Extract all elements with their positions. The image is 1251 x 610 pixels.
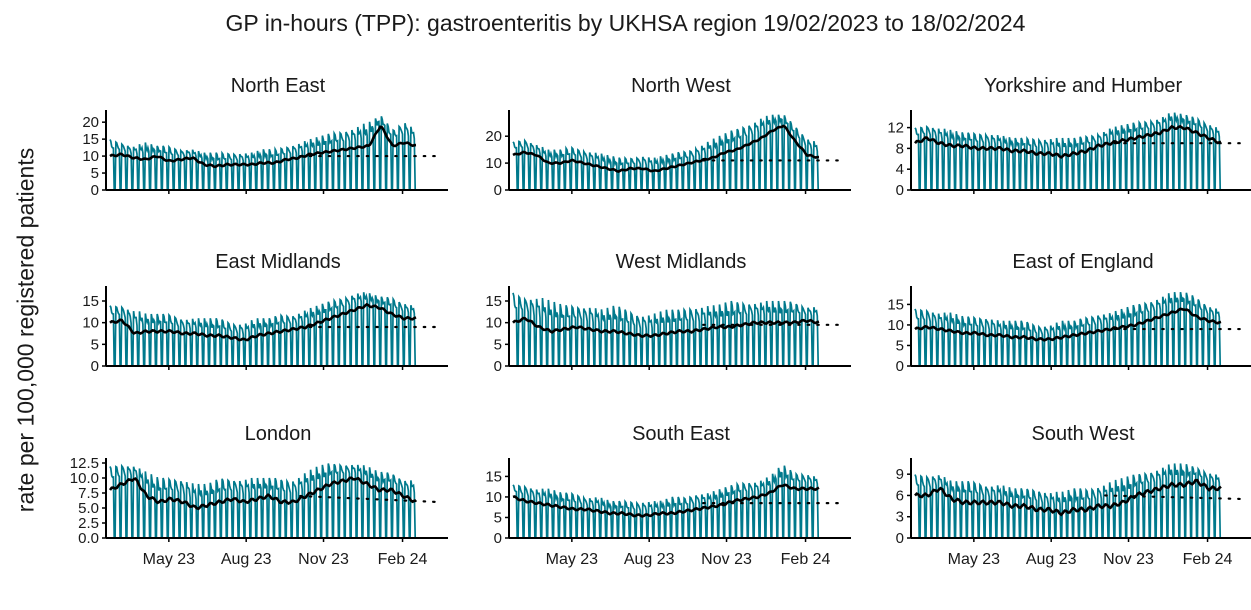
x-tick-label: May 23: [546, 551, 599, 568]
panel-title: Yorkshire and Humber: [984, 75, 1183, 97]
y-tick-label: 5: [91, 165, 99, 182]
daily-rate-series: [914, 291, 1222, 367]
y-tick-label: 0: [494, 182, 502, 199]
y-tick-label: 0: [91, 358, 99, 375]
panel-title: West Midlands: [616, 251, 747, 273]
x-tick-label: Nov 23: [298, 551, 349, 568]
y-tick-label: 15: [485, 468, 502, 485]
daily-rate-series: [512, 292, 820, 367]
smoothed-average-line: [109, 125, 417, 169]
y-tick-label: 5: [896, 337, 904, 354]
y-tick-label: 15: [485, 293, 502, 310]
region-panel: East of England 0 5 10 15: [887, 251, 1251, 375]
y-tick-label: 10: [485, 155, 502, 172]
y-tick-label: 10: [82, 315, 99, 332]
y-tick-label: 5.0: [78, 500, 99, 517]
y-tick-label: 20: [485, 128, 502, 145]
y-tick-label: 0: [896, 530, 904, 547]
y-tick-label: 15: [82, 293, 99, 310]
smoothed-average-line: [108, 476, 417, 511]
daily-rate-series: [914, 112, 1222, 191]
y-tick-label: 4: [896, 161, 904, 178]
y-tick-label: 5: [91, 336, 99, 353]
y-tick-label: 10: [82, 148, 99, 165]
region-panel: Yorkshire and Humber 0 4 8 12: [887, 75, 1251, 199]
x-tick-label: Feb 24: [378, 551, 428, 568]
y-tick-label: 12.5: [70, 455, 99, 472]
x-tick-label: Aug 23: [221, 551, 272, 568]
panel-title: London: [245, 423, 312, 445]
y-tick-label: 0: [494, 358, 502, 375]
y-tick-label: 10.0: [70, 470, 99, 487]
y-tick-label: 6: [896, 487, 904, 504]
y-tick-label: 8: [896, 140, 904, 157]
y-tick-label: 0.0: [78, 530, 99, 547]
region-panel: South East 0 5 10 15 May 23 Aug 23 Nov 23 Feb 24: [485, 423, 851, 568]
region-panel: East Midlands 0 5 10 15: [82, 251, 448, 375]
smoothed-average-line: [109, 302, 417, 342]
daily-rate-series: [109, 463, 417, 539]
daily-rate-series: [109, 292, 417, 367]
y-tick-label: 9: [896, 466, 904, 483]
panel-title: North West: [631, 75, 731, 97]
y-tick-label: 5: [494, 336, 502, 353]
y-tick-label: 7.5: [78, 485, 99, 502]
smoothed-average-line: [914, 124, 1222, 159]
y-tick-label: 3: [896, 509, 904, 526]
x-tick-label: Aug 23: [624, 551, 675, 568]
x-tick-label: Nov 23: [701, 551, 752, 568]
y-tick-label: 5: [494, 509, 502, 526]
x-tick-label: Nov 23: [1103, 551, 1154, 568]
y-tick-label: 0: [494, 530, 502, 547]
y-tick-label: 0: [896, 182, 904, 199]
x-tick-label: May 23: [143, 551, 196, 568]
region-panel: South West 0 3 6 9 May 23 Aug 23 Nov 23 Feb 24: [896, 423, 1251, 568]
region-panel: West Midlands 0 5 10 15: [485, 251, 851, 375]
smoothed-average-line: [512, 124, 820, 173]
y-tick-label: 10: [887, 317, 904, 334]
panel-title: North East: [231, 75, 326, 97]
x-tick-label: Feb 24: [1183, 551, 1233, 568]
y-tick-label: 15: [82, 131, 99, 148]
y-tick-label: 0: [91, 182, 99, 199]
x-tick-label: May 23: [948, 551, 1001, 568]
y-tick-label: 15: [887, 296, 904, 313]
y-tick-label: 10: [485, 489, 502, 506]
panel-title: South East: [632, 423, 730, 445]
region-panel: North West 0 10 20: [485, 75, 851, 199]
panel-title: East of England: [1012, 251, 1153, 273]
panel-title: South West: [1031, 423, 1134, 445]
daily-rate-series: [512, 114, 820, 191]
smoothed-average-line: [914, 307, 1222, 342]
y-tick-label: 20: [82, 114, 99, 131]
smoothed-average-line: [914, 478, 1222, 517]
x-tick-label: Aug 23: [1026, 551, 1077, 568]
x-tick-label: Feb 24: [781, 551, 831, 568]
y-tick-label: 0: [896, 358, 904, 375]
y-tick-label: 2.5: [78, 515, 99, 532]
smoothed-average-line: [512, 316, 820, 339]
panel-title: East Midlands: [215, 251, 341, 273]
smoothed-average-line: [512, 483, 820, 518]
region-panel: London 0.02.55.07.510.012.5 May 23 Aug 23 No…: [70, 423, 448, 568]
y-tick-label: 10: [485, 315, 502, 332]
chart-title: GP in-hours (TPP): gastroenteritis by UK…: [225, 10, 1026, 36]
baseline-line: [1104, 494, 1245, 501]
daily-rate-series: [109, 116, 417, 191]
y-tick-label: 12: [887, 120, 904, 137]
daily-rate-series: [512, 465, 820, 539]
